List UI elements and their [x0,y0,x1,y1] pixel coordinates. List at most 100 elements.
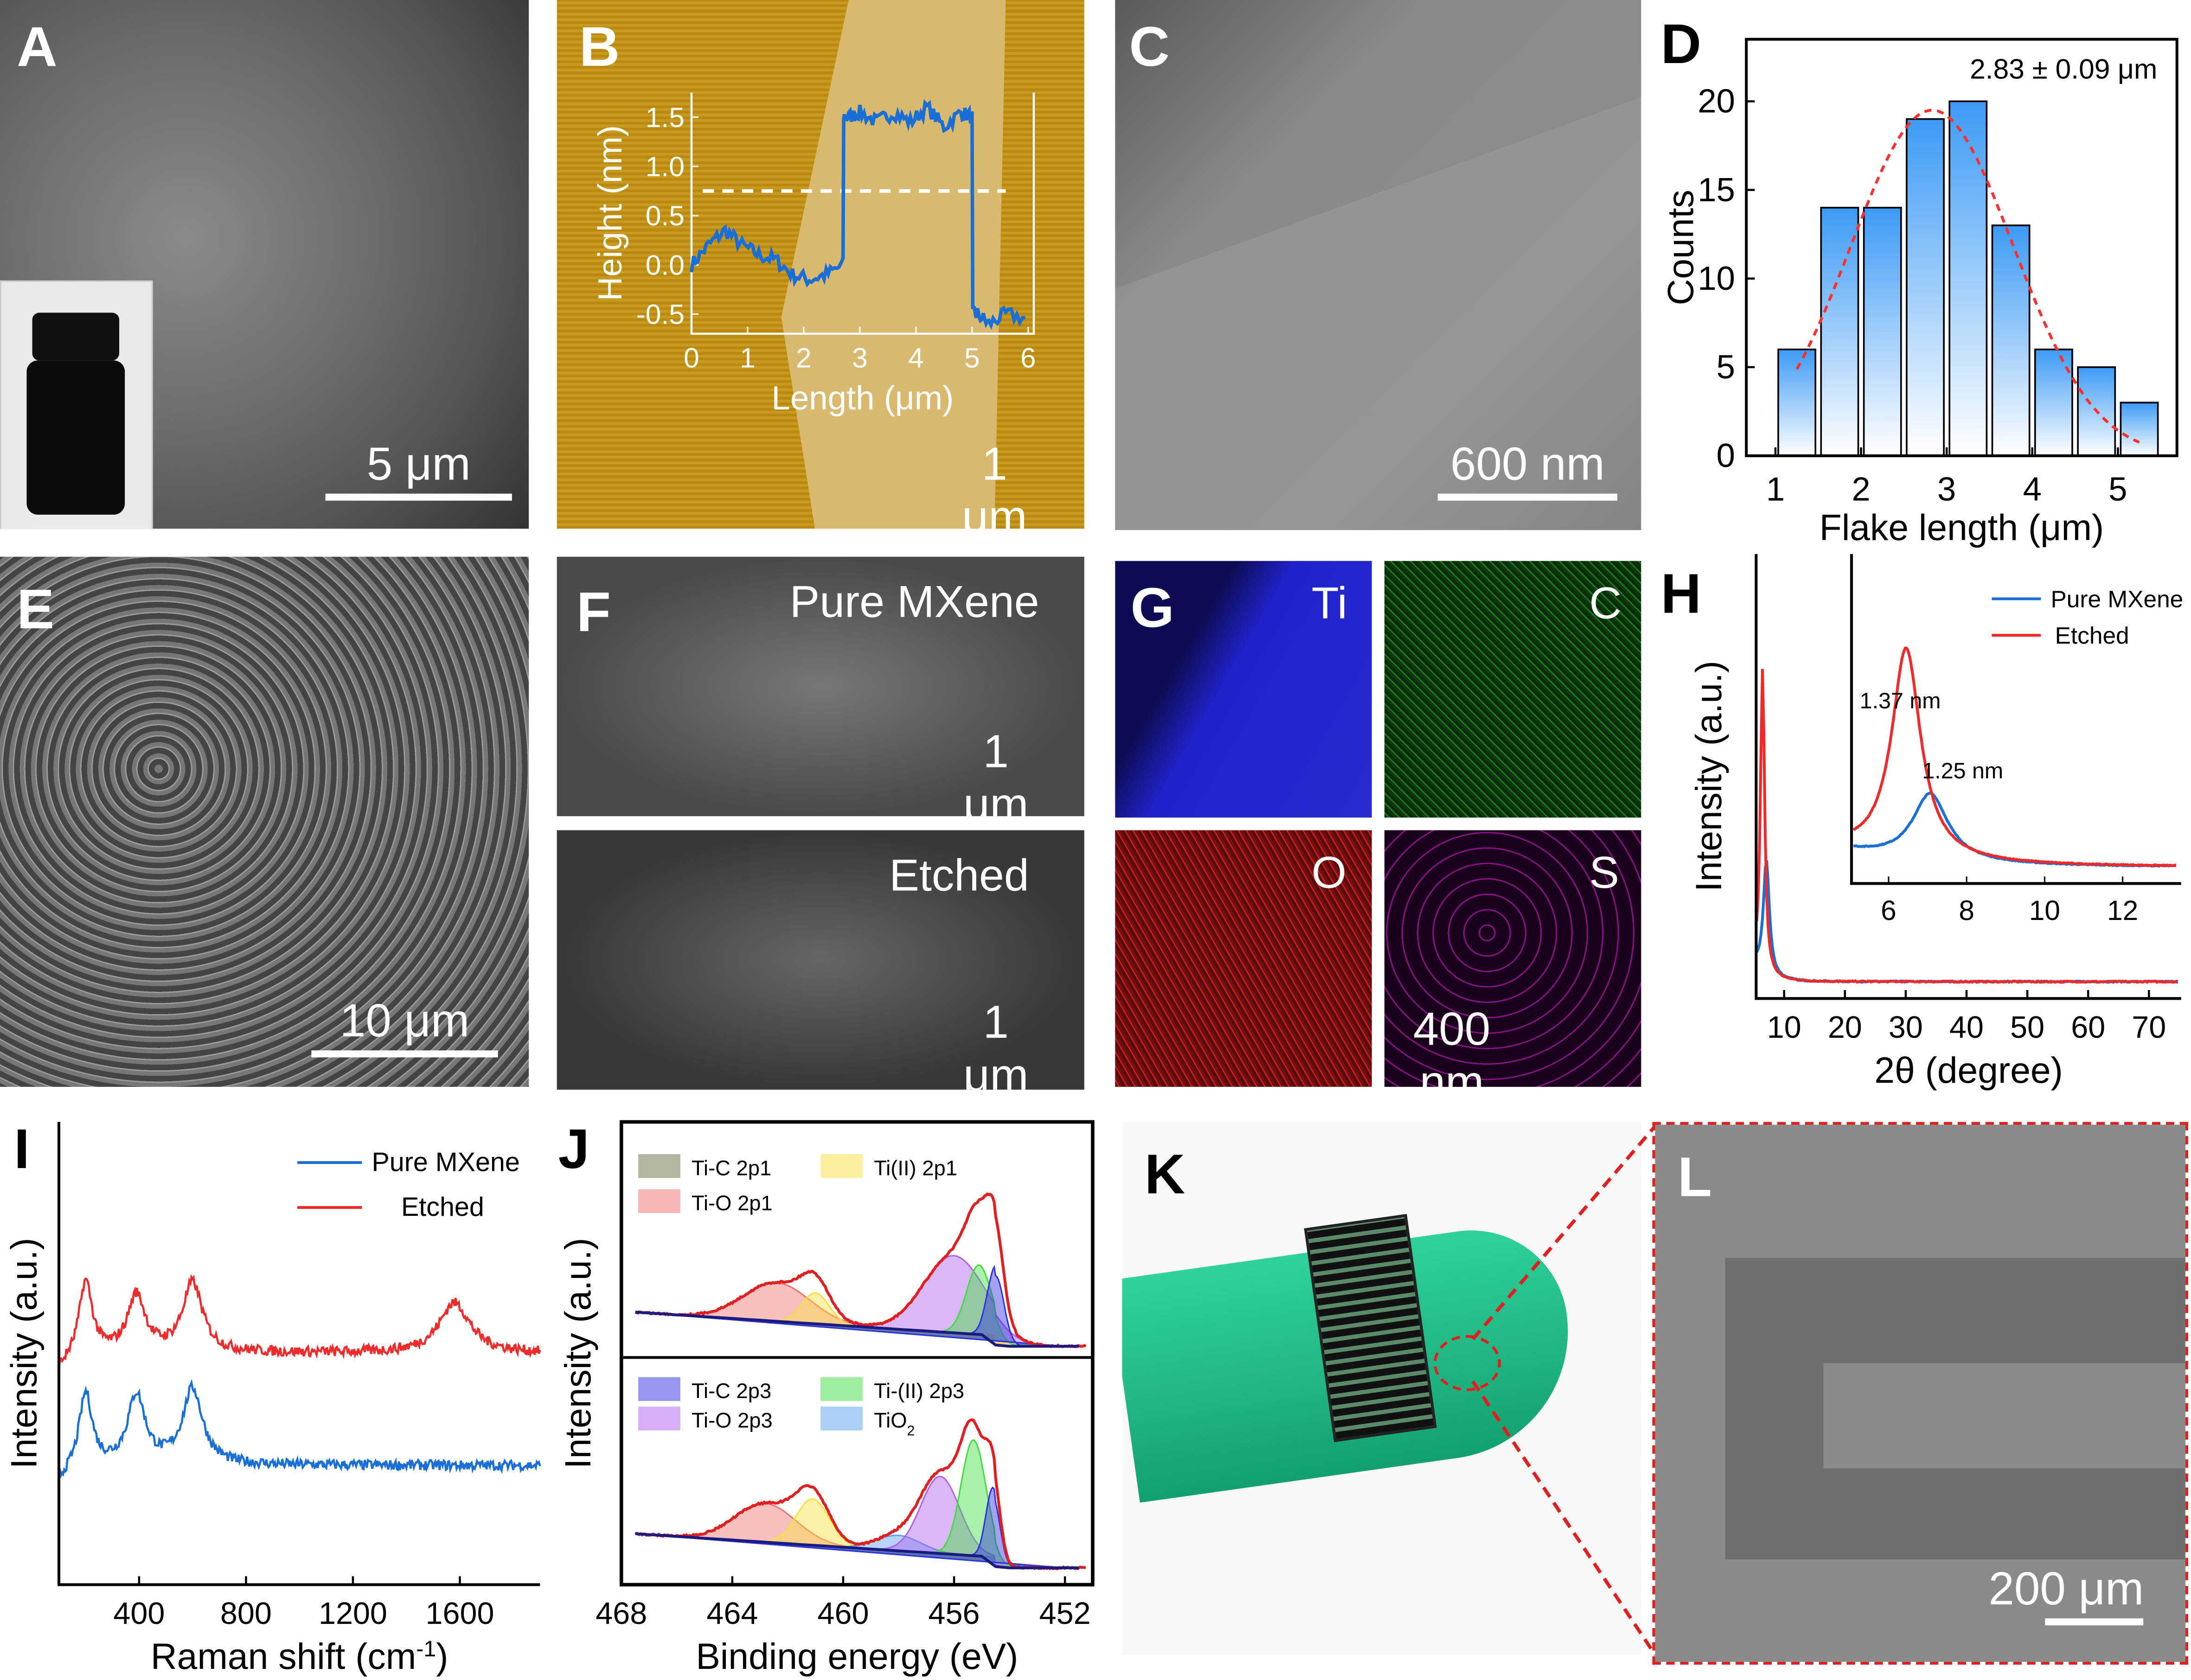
x-axis-label: Raman shift (cm-1) [151,1636,448,1677]
scale-bar-label: 400 nm [1413,1003,1491,1108]
legend-swatch [820,1406,863,1431]
panel-l-sem-electrode: L 200 μm [1652,1122,2188,1665]
panel-f-pure-mxene-sem: F Pure MXene 1 μm [557,556,1084,817]
y-axis-label: Intensity (a.u.) [557,1238,598,1469]
legend-text: Ti-C 2p3 [692,1379,771,1403]
eds-map-s: S [1384,830,1641,1087]
panel-letter: G [1130,578,1174,640]
xrd-line-1 [1755,669,2178,984]
flake-length-histogram: 1 2 3 4 5 0 5 10 15 20 Flake length (μm) Counts 2.83… [1660,38,2178,548]
legend-label: Ti-(II) 2p3 [874,1379,964,1403]
legend-subscript: 2 [907,1423,915,1438]
x-tick-label: 40 [1949,1010,1984,1045]
scale-bar: 400 nm [1389,1003,1540,1119]
y-axis-label: Intensity (a.u.) [1688,661,1729,892]
plot-frame [1745,38,2178,457]
scale-bar-label: 1 μm [963,725,1029,817]
legend-text: Ti-(II) 2p3 [874,1379,964,1403]
inset-frame [1850,554,2181,885]
legend-swatch [638,1189,680,1214]
vial-inset-photo [0,280,153,529]
x-axis-label: 2θ (degree) [1874,1050,2063,1091]
legend-label: Ti(II) 2p1 [874,1156,957,1180]
inset-x-tick-label: 12 [2107,894,2138,926]
x-tick-label: 60 [2071,1010,2105,1045]
y-tick-label: 10 [1698,260,1735,297]
panel-c-tem-image: C 600 nm [1115,0,1641,530]
scale-bar-label: 1 μm [963,996,1029,1090]
y-tick-label: 20 [1698,83,1735,120]
histogram-bar [1906,118,1945,457]
vial-cap [32,313,120,361]
panel-letter: E [17,579,55,641]
panel-letter: I [14,1119,30,1181]
eds-map-o: O [1115,830,1372,1087]
legend-label: TiO2 [874,1409,915,1439]
axis-frame [1755,554,2181,1000]
x-tick-label: 452 [1039,1597,1091,1631]
scale-bar: 200 μm [1975,1562,2157,1626]
raman-line-1 [58,1274,541,1369]
bottom-background [635,1532,1079,1570]
panel-letter: F [576,582,611,644]
y-tick-label: 0 [1717,437,1735,474]
bottom-envelope [634,1418,1086,1571]
y-tick-label: 5 [1717,348,1735,386]
x-tick-label: 1600 [425,1597,494,1631]
x-tick-label: 468 [596,1597,647,1631]
element-label: S [1589,847,1620,898]
x-tick-label: 1200 [319,1597,387,1631]
eds-map-ti: Ti [1115,561,1372,818]
inset-line-0 [1853,792,2177,868]
x-tick-label: 2 [1851,471,1870,508]
x-tick-label: 2 [796,342,812,373]
x-tick-label: 70 [2132,1010,2166,1045]
inset-x-tick-label: 6 [1881,894,1896,926]
element-label: Ti [1311,578,1347,628]
x-tick-label: 4 [908,342,924,373]
mean-annotation: 2.83 ± 0.09 μm [1970,53,2157,84]
top-component-4 [649,1265,1064,1347]
histogram-bar [2034,348,2073,457]
x-tick-label: 460 [817,1597,869,1631]
scale-bar-label: 5 μm [366,437,471,490]
xrd-chart: 10 20 30 40 50 60 70 2θ (degree) Intensity (a.u.… [1688,554,2183,1091]
histogram-bar [1991,224,2031,457]
legend-text: Ti(II) 2p1 [874,1156,957,1180]
panel-e-sem-image: E 10 μm [0,556,529,1087]
panel-letter: L [1678,1147,1712,1209]
legend-swatch [638,1377,680,1401]
y-tick-label: 1.5 [646,102,685,133]
scale-bar: 1 μm [947,438,1042,529]
sample-label: Etched [889,850,1029,901]
x-axis-label: Length (μm) [772,379,954,417]
scale-bar: 600 nm [1437,438,1618,501]
legend-label: Etched [401,1192,484,1222]
gaussian-fit-curve [1795,109,2140,444]
x-tick-label: 5 [2108,471,2127,508]
connector-line [1471,1125,1657,1341]
x-tick-label: 50 [2010,1010,2044,1045]
zoom-connector-lines [1471,1125,1657,1656]
eds-map-c: C [1384,561,1641,818]
scale-bar-label: 1 μm [961,437,1027,529]
scale-bar-label: 10 μm [340,994,470,1047]
panel-b-afm-image: 0 1 2 3 4 5 6 -0.5 0.0 0.5 1.0 1.5 Length (μm) Height… [557,0,1084,529]
x-tick-label: 3 [852,342,868,373]
x-tick-label: 464 [706,1597,758,1631]
plot-frame [690,92,1035,335]
legend-text: Ti-O 2p3 [692,1409,773,1432]
scale-bar: 1 μm [947,725,1045,817]
x-tick-label: 0 [684,342,699,373]
legend-swatch [820,1377,863,1401]
height-profile-chart: 0 1 2 3 4 5 6 -0.5 0.0 0.5 1.0 1.5 Length (μm) Height… [591,92,1036,417]
flake-edge [1115,0,1641,530]
x-tick-label: 4 [2023,471,2042,508]
legend-label: Ti-O 2p1 [692,1191,773,1215]
panel-letter: A [17,17,58,79]
top-background [635,1310,1079,1348]
axis-frame [57,1122,540,1586]
x-tick-label: 6 [1020,342,1036,373]
legend-label: Ti-C 2p1 [692,1156,771,1180]
